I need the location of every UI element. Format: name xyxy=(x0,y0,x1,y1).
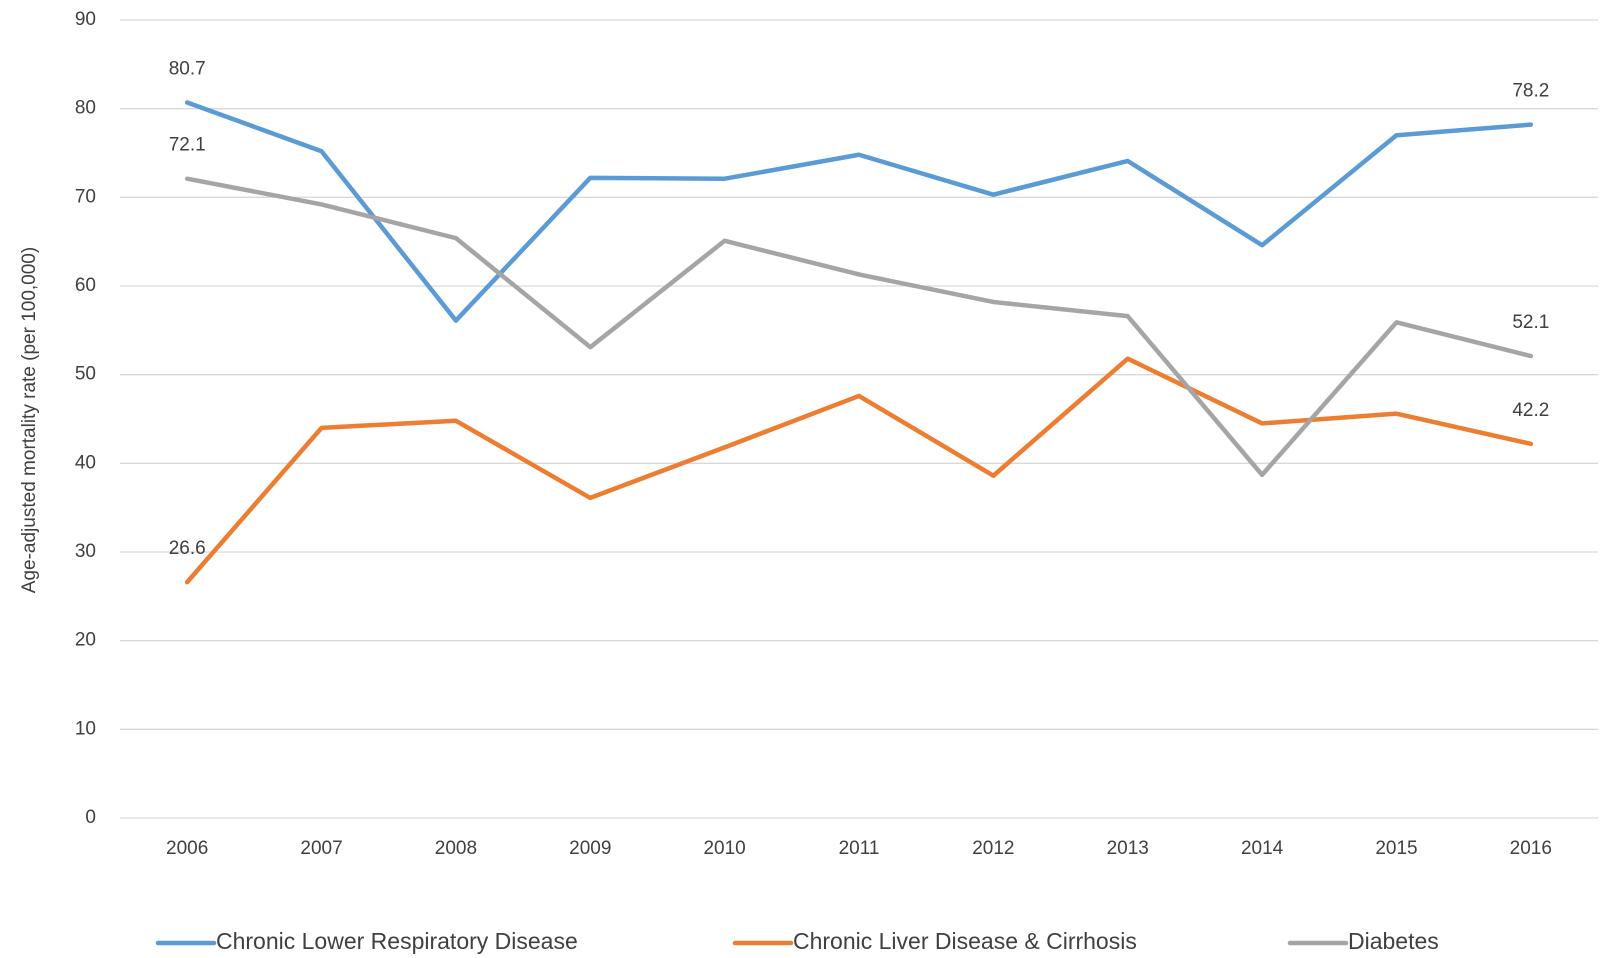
series-line xyxy=(184,356,1534,585)
legend-label: Diabetes xyxy=(1348,928,1439,954)
y-tick-label: 0 xyxy=(85,807,96,828)
x-tick-label: 2008 xyxy=(435,838,477,859)
x-tick-label: 2014 xyxy=(1241,838,1284,859)
data-label: 26.6 xyxy=(169,538,206,559)
legend-label: Chronic Lower Respiratory Disease xyxy=(216,928,578,954)
data-label: 42.2 xyxy=(1512,400,1549,421)
series-line xyxy=(184,176,1534,478)
x-tick-label: 2011 xyxy=(839,838,880,859)
x-tick-label: 2012 xyxy=(972,838,1014,859)
y-axis-title: Age-adjusted mortality rate (per 100,000… xyxy=(19,247,40,593)
series-line xyxy=(184,100,1534,323)
y-tick-label: 70 xyxy=(75,186,96,207)
y-tick-label: 80 xyxy=(75,98,96,119)
data-label: 78.2 xyxy=(1512,81,1549,102)
data-label: 52.1 xyxy=(1512,312,1549,333)
y-tick-label: 40 xyxy=(75,452,96,473)
x-tick-label: 2010 xyxy=(703,838,745,859)
x-tick-label: 2016 xyxy=(1510,838,1552,859)
data-label: 80.7 xyxy=(169,58,206,79)
y-tick-label: 30 xyxy=(75,541,96,562)
x-tick-label: 2006 xyxy=(166,838,208,859)
x-tick-label: 2007 xyxy=(300,838,342,859)
y-tick-label: 90 xyxy=(75,9,96,30)
x-tick-label: 2013 xyxy=(1107,838,1149,859)
data-label: 72.1 xyxy=(169,135,206,156)
y-tick-label: 50 xyxy=(75,364,96,385)
x-tick-label: 2009 xyxy=(569,838,611,859)
y-tick-label: 60 xyxy=(75,275,96,296)
legend-label: Chronic Liver Disease & Cirrhosis xyxy=(793,928,1137,954)
x-tick-label: 2015 xyxy=(1375,838,1417,859)
y-tick-label: 10 xyxy=(75,718,96,739)
y-tick-label: 20 xyxy=(75,630,96,651)
